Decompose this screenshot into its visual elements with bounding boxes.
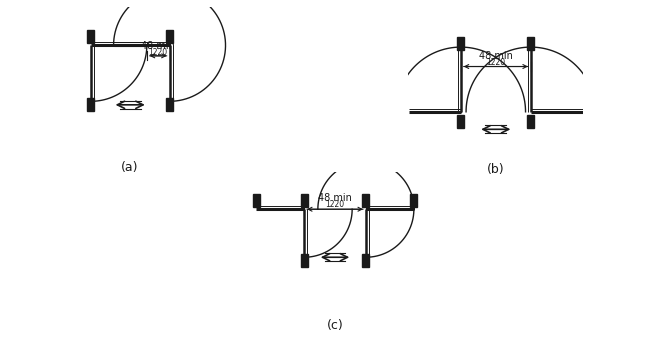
Text: 1220: 1220 [486,58,505,67]
Bar [166,30,173,43]
Bar [301,254,308,267]
Bar [458,37,464,50]
Text: 1220: 1220 [326,200,344,209]
Bar [527,37,534,50]
Bar [166,98,173,111]
Text: 1220: 1220 [149,48,168,57]
Bar [301,194,308,207]
Bar [411,194,417,207]
Text: (c): (c) [326,319,343,332]
Bar [527,115,534,128]
Bar [458,115,464,128]
Text: 48 min: 48 min [318,193,352,203]
Bar [362,194,369,207]
Text: 48 min: 48 min [479,51,513,61]
Bar [253,194,259,207]
Text: (a): (a) [121,161,138,174]
Text: 48 min: 48 min [141,41,175,51]
Bar [362,254,369,267]
Bar [87,30,94,43]
Text: (b): (b) [487,163,505,176]
Bar [87,98,94,111]
